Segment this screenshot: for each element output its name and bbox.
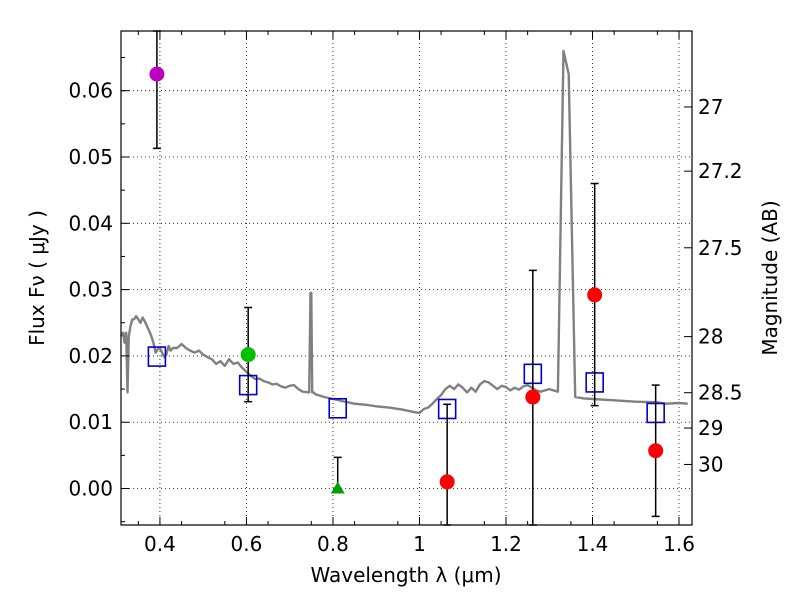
x-tick-label: 1.6 (663, 532, 695, 556)
limit-point (330, 481, 345, 494)
x-axis: 0.4 0.6 0.8 1 1.2 1.4 1.6 (137, 31, 695, 556)
mag-tick-label: 30 (698, 452, 723, 476)
data-point (587, 287, 603, 303)
series-obs-green (240, 306, 256, 403)
x-tick-label: 1 (413, 532, 426, 556)
data-point (439, 474, 455, 490)
series-template-sed (120, 49, 688, 415)
data-point (525, 389, 541, 405)
y-tick-label: 0.06 (68, 79, 113, 103)
model-point (328, 397, 348, 419)
data-point (149, 66, 165, 82)
mag-tick-label: 29 (698, 416, 723, 440)
y-tick-label: 0.03 (68, 278, 113, 302)
data-point (240, 347, 256, 363)
x-tick-label: 0.8 (317, 532, 349, 556)
x-tick-label: 1.4 (577, 532, 609, 556)
y-tick-label: 0.01 (68, 410, 113, 434)
model-point (147, 346, 167, 367)
y-tick-label: 0.04 (68, 211, 113, 235)
series-layer (120, 30, 688, 526)
y-axis-right: 27 27.2 27.5 28 28.5 29 30 (684, 95, 743, 476)
x-tick-label: 0.4 (144, 532, 176, 556)
y-tick-label: 0.00 (68, 477, 113, 501)
y-tick-label: 0.05 (68, 145, 113, 169)
series-obs-red (439, 182, 664, 526)
y-axis-label: Flux Fν ( μJy ) (25, 210, 49, 346)
plot-frame (120, 30, 693, 526)
y-axis-left: 0.00 0.01 0.02 0.03 0.04 0.05 0.06 (68, 57, 129, 523)
y-axis-right-label: Magnitude (AB) (758, 200, 782, 355)
series-obs-green-limit (330, 456, 345, 494)
sed-line (120, 49, 688, 415)
x-tick-label: 1.2 (490, 532, 522, 556)
x-axis-label: Wavelength λ (μm) (310, 563, 501, 587)
mag-tick-label: 28.5 (698, 381, 743, 405)
mag-tick-label: 27 (698, 95, 723, 119)
mag-tick-label: 28 (698, 325, 723, 349)
x-tick-label: 0.6 (231, 532, 263, 556)
y-tick-label: 0.02 (68, 344, 113, 368)
data-point (648, 443, 664, 459)
mag-tick-label: 27.5 (698, 236, 743, 260)
mag-tick-label: 27.2 (698, 159, 743, 183)
series-obs-magenta (149, 30, 165, 150)
grid (121, 31, 692, 525)
